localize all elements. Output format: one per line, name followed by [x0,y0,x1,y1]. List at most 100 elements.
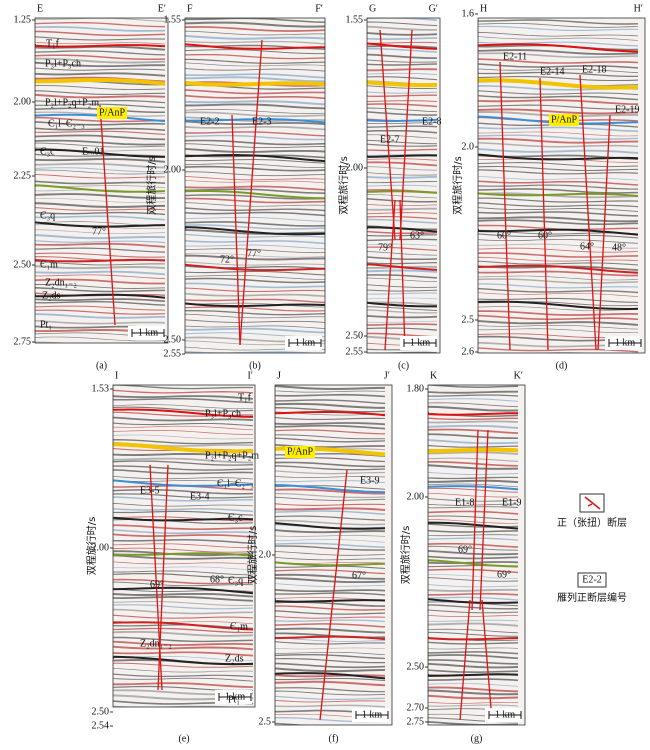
horizon [478,192,639,197]
reflector [275,510,386,515]
caption: (g) [471,733,483,744]
reflector [35,298,166,303]
tick-label: 2.75 [407,716,425,727]
reflector [275,551,386,556]
reflector [185,216,325,222]
reflector [275,545,386,551]
reflector [113,493,254,499]
horizon [185,153,325,163]
reflector [478,25,639,32]
section-label: 48° [612,242,626,253]
horizon [367,118,438,122]
section-label: Pt₁ [228,694,240,705]
panel-frame [427,384,526,726]
reflector [185,313,325,319]
reflector [478,137,638,144]
reflector [35,103,166,109]
reflector [113,578,254,585]
reflector [275,519,386,526]
reflector [185,158,325,164]
reflector [275,592,386,596]
reflector [113,636,254,643]
reflector [478,243,639,249]
horizon [428,636,519,641]
section-label: E3-4 [190,491,209,502]
reflector [428,574,519,579]
horizon [275,561,386,567]
reflector [113,566,254,571]
reflector [478,320,639,326]
tick-label: 2.00 [164,164,182,175]
label-bg [549,114,579,126]
reflector [275,424,386,430]
reflector [367,269,438,273]
reflector [185,277,325,284]
section-bg [185,18,325,353]
reflector [428,417,518,421]
reflector [478,134,639,140]
y-axis-label: 双程旅行时/s [246,526,259,585]
reflector [428,596,519,601]
fault [499,61,511,351]
reflector [428,390,518,394]
reflector [185,34,325,40]
scale-label: 1 km [615,337,636,348]
reflector [35,93,166,99]
reflector [35,274,166,280]
reflector [275,651,386,656]
reflector [428,555,519,560]
reflector [35,167,166,173]
section-label: P₃l+P₃ch [205,408,241,419]
reflector [367,327,438,331]
reflector [478,76,639,82]
tick-label: 2.00 [92,542,110,553]
horizon [367,190,438,194]
caption: (d) [556,360,568,371]
reflector [35,278,165,285]
reflector [367,315,438,319]
reflector [478,306,639,311]
reflector [35,169,166,175]
horizon [478,264,639,274]
horizon [428,485,519,491]
reflector [478,260,639,266]
tick-label: 2.50 [407,661,425,672]
reflector [113,651,254,657]
reflector [478,180,639,186]
reflector [185,89,325,95]
fault [481,599,493,721]
scale-bar [403,339,437,347]
section-label: 77° [92,226,106,237]
reflector [275,657,385,664]
right-id: H′ [634,3,643,14]
horizon [113,442,254,454]
reflector [35,193,165,200]
panel: E E′ (a) 1.25 2.00 2.25 2.50 2.75 1 km T₁f P₃l+P₃c… [14,3,169,371]
scale-label: 1 km [138,327,159,338]
reflector [113,416,254,422]
reflector [35,247,166,253]
section-label: 69° [497,569,511,580]
reflector [367,292,437,295]
reflector [367,48,438,53]
reflector [113,434,254,440]
horizon [185,43,325,50]
reflector [275,475,386,478]
reflector [478,314,639,321]
reflector [478,104,639,110]
horizon [275,483,386,494]
fault [471,429,479,611]
reflector [428,471,519,475]
fault [239,39,263,346]
reflector [275,722,310,725]
reflector [185,228,325,235]
reflector [275,485,386,490]
reflector [367,193,438,199]
reflector [428,686,519,693]
legend-fault-symbol [584,496,601,510]
reflector [185,147,325,153]
reflector [275,417,386,420]
reflector [478,99,639,106]
seismic-section [478,18,645,353]
scale-label: 1 km [295,337,316,348]
